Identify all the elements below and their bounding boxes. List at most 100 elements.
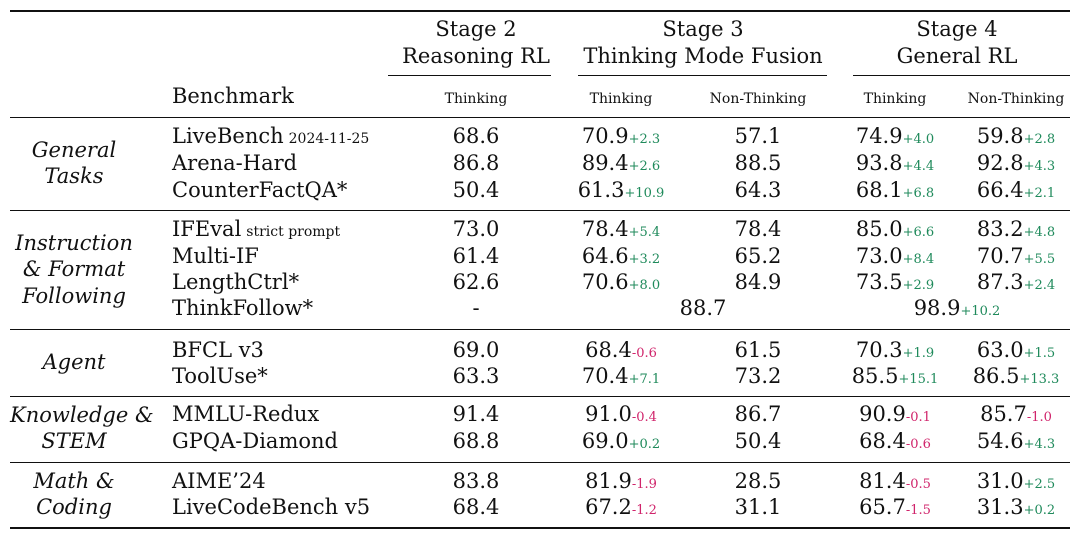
delta-positive: +4.3: [1023, 437, 1056, 452]
benchmark-label: BFCL v3: [172, 338, 264, 362]
delta-positive: +4.0: [902, 132, 935, 147]
value: 70.6: [581, 270, 629, 294]
value: 81.4: [859, 469, 906, 493]
benchmark-label: GPQA-Diamond: [172, 429, 338, 453]
cell-s4-nonthinking: 85.7-1.0: [980, 404, 1052, 425]
cell-s2-thinking: 86.8: [453, 153, 500, 174]
value: 31.0: [976, 469, 1024, 493]
delta-negative: -0.6: [905, 437, 931, 452]
value: 28.5: [734, 469, 782, 493]
delta-positive: +6.8: [902, 186, 935, 201]
delta-positive: +0.2: [628, 437, 661, 452]
value: 91.0: [585, 402, 632, 426]
cell-s3-nonthinking: 28.5: [735, 471, 782, 492]
header-rule: [10, 117, 1070, 118]
cell-s4-nonthinking: 63.0+1.5: [977, 340, 1055, 361]
cell-s2-thinking: 62.6: [453, 272, 500, 293]
value: 74.9: [855, 124, 903, 148]
cell-s2-thinking: 50.4: [453, 180, 500, 201]
cell-s3-thinking: 78.4+5.4: [582, 219, 660, 240]
benchmark-label: LengthCtrl*: [172, 270, 300, 294]
cell-s4-nonthinking: 31.0+2.5: [977, 471, 1055, 492]
value: 70.9: [581, 124, 629, 148]
delta-positive: +1.9: [902, 346, 935, 361]
bottom-rule: [10, 527, 1070, 529]
cell-s3-nonthinking: 88.5: [735, 153, 782, 174]
delta-positive: +4.3: [1023, 159, 1056, 174]
cell-s3-merged: 88.7: [680, 298, 727, 319]
value: 68.1: [855, 178, 903, 202]
value: 67.2: [585, 495, 632, 519]
cell-s3-nonthinking: 57.1: [735, 126, 782, 147]
cell-s4-nonthinking: 66.4+2.1: [977, 180, 1055, 201]
delta-positive: +8.4: [902, 252, 935, 267]
benchmark-name: ToolUse*: [172, 366, 268, 387]
stage2-underline: [388, 75, 551, 76]
value: 73.5: [855, 270, 903, 294]
cell-s4-merged: 98.9+10.2: [914, 298, 1001, 319]
cell-s3-thinking: 89.4+2.6: [582, 153, 660, 174]
value: 50.4: [734, 429, 782, 453]
cell-s4-thinking: 73.0+8.4: [856, 246, 934, 267]
value: 78.4: [581, 217, 629, 241]
cell-s3-thinking: 70.4+7.1: [582, 366, 660, 387]
value: 68.8: [452, 429, 500, 453]
cell-s4-thinking: 70.3+1.9: [856, 340, 934, 361]
delta-negative: -0.1: [905, 410, 931, 425]
delta-positive: +8.0: [628, 278, 661, 293]
value: 70.7: [976, 244, 1024, 268]
value: 31.3: [976, 495, 1024, 519]
category-label: Instruction: [15, 231, 133, 255]
benchmark-name: GPQA-Diamond: [172, 431, 338, 452]
value: 87.3: [976, 270, 1024, 294]
col-header-s3-thinking: Thinking: [589, 91, 653, 107]
delta-negative: -1.0: [1026, 410, 1052, 425]
category-label: Agent: [42, 350, 106, 374]
value: 86.7: [734, 402, 782, 426]
cell-s4-thinking: 90.9-0.1: [859, 404, 931, 425]
stage4-underline: [853, 75, 1070, 76]
stage3-underline: [578, 75, 827, 76]
value: 73.2: [734, 364, 782, 388]
group-rule: [10, 462, 1070, 463]
delta-positive: +2.3: [628, 132, 661, 147]
cell-s4-nonthinking: 54.6+4.3: [977, 431, 1055, 452]
value: 84.9: [734, 270, 782, 294]
cell-s4-nonthinking: 59.8+2.8: [977, 126, 1055, 147]
top-rule: [10, 10, 1070, 12]
value: 50.4: [452, 178, 500, 202]
cell-s4-nonthinking: 83.2+4.8: [977, 219, 1055, 240]
cell-s2-thinking: 68.8: [453, 431, 500, 452]
cell-s2-thinking: 91.4: [453, 404, 500, 425]
delta-positive: +2.1: [1023, 186, 1056, 201]
value: 88.7: [679, 296, 727, 320]
cell-s4-thinking: 93.8+4.4: [856, 153, 934, 174]
value: 83.2: [976, 217, 1024, 241]
col-header-s2-thinking: Thinking: [444, 91, 508, 107]
cell-s3-thinking: 67.2-1.2: [585, 497, 657, 518]
value: 78.4: [734, 217, 782, 241]
value: 64.3: [734, 178, 782, 202]
delta-positive: +4.4: [902, 159, 935, 174]
cell-s3-nonthinking: 86.7: [735, 404, 782, 425]
value: 63.0: [976, 338, 1024, 362]
cell-s2-thinking: 68.6: [453, 126, 500, 147]
value: 83.8: [452, 469, 500, 493]
delta-positive: +10.9: [624, 186, 665, 201]
value: 59.8: [976, 124, 1024, 148]
cell-s3-thinking: 64.6+3.2: [582, 246, 660, 267]
value: 62.6: [452, 270, 500, 294]
value: 69.0: [581, 429, 629, 453]
cell-s4-nonthinking: 92.8+4.3: [977, 153, 1055, 174]
benchmark-label: AIME’24: [172, 469, 266, 493]
value: 61.5: [734, 338, 782, 362]
cell-s4-thinking: 81.4-0.5: [859, 471, 931, 492]
delta-negative: -1.2: [631, 503, 657, 518]
value: 61.3: [577, 178, 625, 202]
cell-s3-nonthinking: 61.5: [735, 340, 782, 361]
benchmark-name: CounterFactQA*: [172, 180, 347, 201]
cell-s4-thinking: 74.9+4.0: [856, 126, 934, 147]
delta-positive: +10.2: [960, 304, 1001, 319]
cell-s3-thinking: 81.9-1.9: [585, 471, 657, 492]
benchmark-label: LiveCodeBench v5: [172, 495, 371, 519]
